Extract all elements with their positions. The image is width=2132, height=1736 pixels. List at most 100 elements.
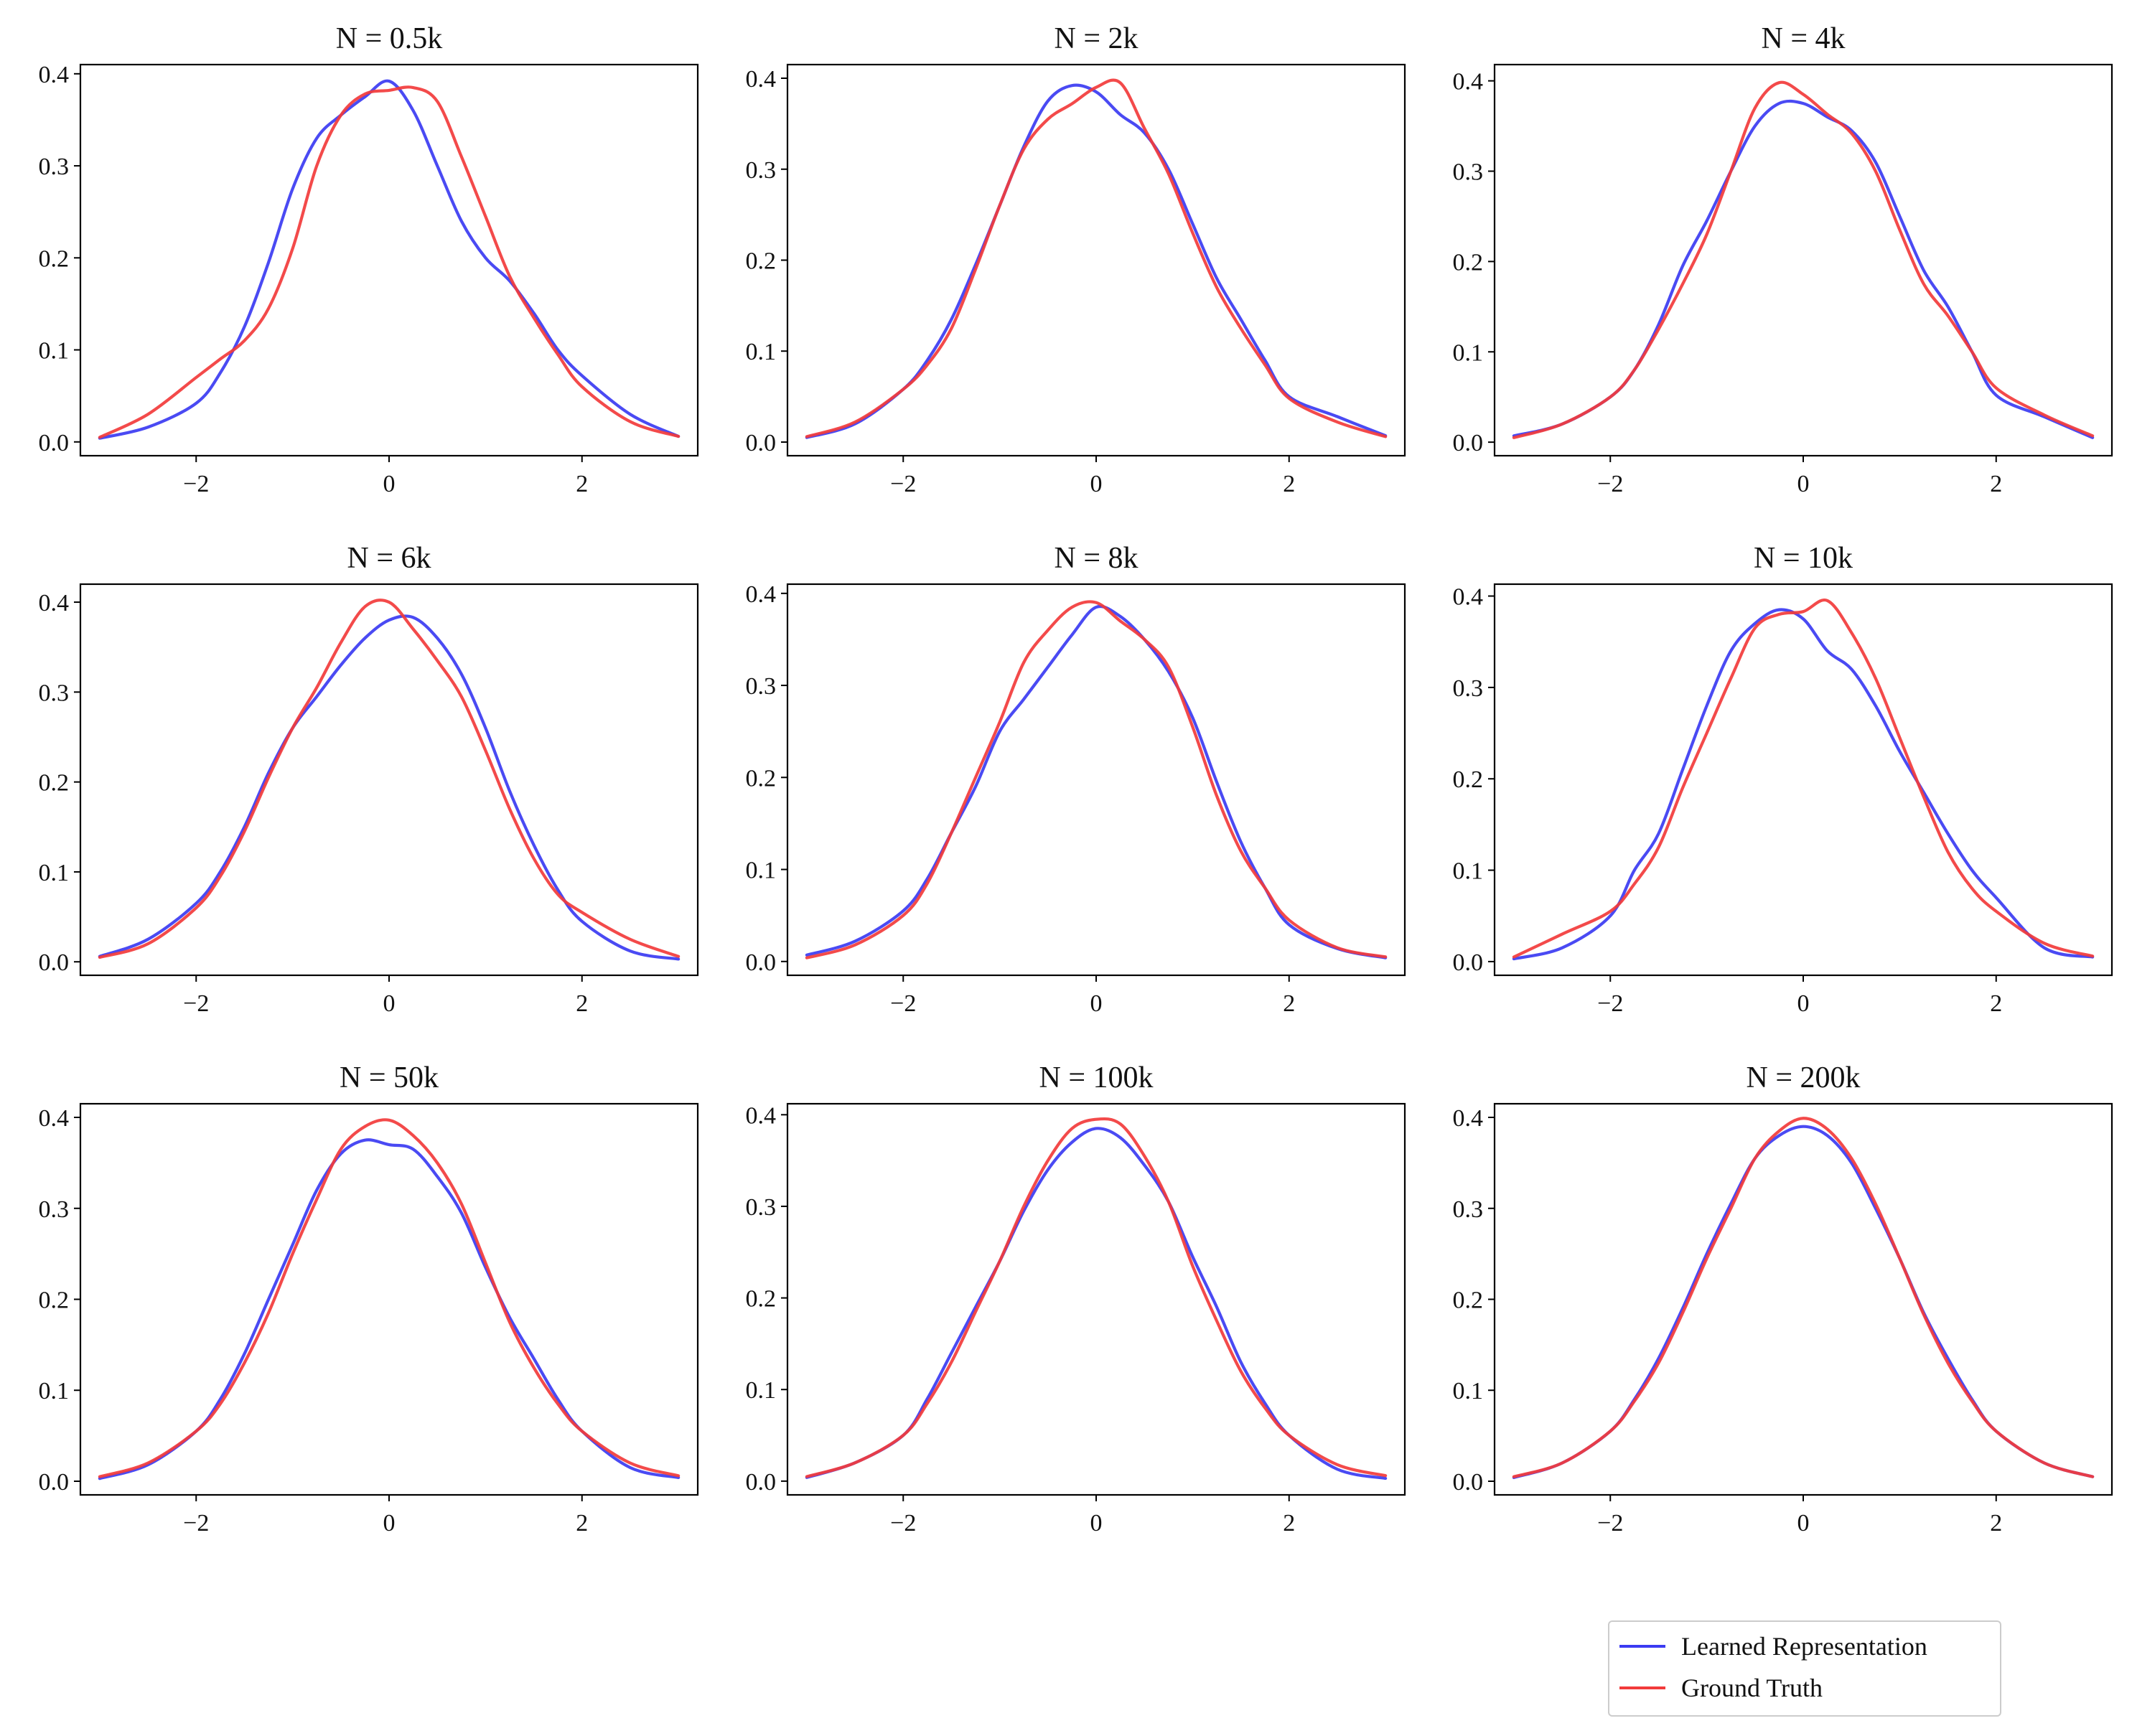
subplot-2: N = 2k 0.0 0.1 0.2 0.3 0.4 −2 0 2	[746, 22, 1406, 497]
y-tick-label: 0.2	[1453, 249, 1484, 276]
axes-frame	[79, 1102, 699, 1496]
y-tick-label: 0.3	[746, 673, 777, 700]
axes-frame	[786, 1102, 1406, 1496]
y-tick-label: 0.3	[39, 154, 70, 180]
y-tick-label: 0.2	[1453, 1287, 1484, 1314]
y-tick-label: 0.3	[39, 1196, 70, 1223]
y-tick-label: 0.1	[746, 1377, 777, 1404]
y-tick-label: 0.1	[746, 858, 777, 884]
subplot-title: N = 8k	[1054, 542, 1138, 575]
ground-truth-line	[1512, 598, 2095, 959]
legend-swatch-learned	[1619, 1645, 1665, 1648]
learned-representation-line	[1512, 1125, 2095, 1480]
legend-label-truth: Ground Truth	[1681, 1674, 1823, 1702]
y-tick-label: 0.4	[39, 590, 70, 616]
y-tick-label: 0.4	[1453, 1105, 1484, 1132]
legend-swatch-truth	[1619, 1686, 1665, 1689]
ground-truth-line	[98, 85, 681, 439]
y-tick-label: 0.4	[1453, 69, 1484, 95]
y-tick-label: 0.0	[746, 430, 777, 456]
axes-frame	[79, 583, 699, 977]
y-tick-label: 0.2	[746, 248, 777, 275]
x-tick-label: −2	[183, 1510, 209, 1536]
y-tick-label: 0.2	[1453, 766, 1484, 793]
y-tick-label: 0.1	[1453, 1378, 1484, 1404]
x-tick-label: 0	[1090, 471, 1103, 497]
ground-truth-line	[98, 599, 681, 960]
y-tick-label: 0.0	[1453, 949, 1484, 976]
x-tick-label: 0	[383, 1510, 396, 1536]
legend-item-truth: Ground Truth	[1619, 1674, 1823, 1702]
y-tick-label: 0.3	[1453, 159, 1484, 186]
y-tick-label: 0.2	[39, 245, 70, 272]
subplot-title: N = 6k	[347, 542, 431, 575]
subplot-1: N = 0.5k 0.0 0.1 0.2 0.3 0.4 −2 0 2	[39, 22, 699, 497]
y-tick-label: 0.0	[746, 1469, 777, 1496]
x-tick-label: 0	[1090, 990, 1103, 1017]
x-tick-label: 0	[1797, 990, 1810, 1017]
ground-truth-line	[1512, 80, 2095, 439]
x-tick-label: 0	[1090, 1510, 1103, 1536]
y-tick-label: 0.4	[39, 1105, 70, 1132]
y-tick-label: 0.1	[39, 338, 70, 365]
y-tick-label: 0.1	[39, 1378, 70, 1404]
y-tick-label: 0.1	[1453, 339, 1484, 366]
ground-truth-line	[805, 78, 1388, 438]
x-tick-label: 2	[1990, 990, 2002, 1017]
axes-frame	[1493, 63, 2113, 457]
x-tick-label: −2	[183, 471, 209, 497]
learned-representation-line	[1512, 99, 2095, 439]
axes-frame	[1493, 583, 2113, 977]
y-tick-label: 0.2	[39, 1287, 70, 1314]
x-tick-label: 2	[1283, 990, 1295, 1017]
subplot-7: N = 50k 0.0 0.1 0.2 0.3 0.4 −2 0 2	[39, 1061, 699, 1536]
y-tick-label: 0.4	[39, 62, 70, 88]
x-tick-label: 0	[1797, 471, 1810, 497]
x-tick-label: −2	[1597, 1510, 1623, 1536]
subplot-title: N = 10k	[1754, 542, 1853, 575]
subplot-8: N = 100k 0.0 0.1 0.2 0.3 0.4 −2 0 2	[746, 1061, 1406, 1536]
y-tick-label: 0.0	[39, 949, 70, 976]
legend: Learned Representation Ground Truth	[1608, 1620, 2001, 1717]
subplot-4: N = 6k 0.0 0.1 0.2 0.3 0.4 −2 0 2	[39, 542, 699, 1017]
subplot-title: N = 0.5k	[336, 22, 443, 55]
subplot-title: N = 200k	[1746, 1061, 1860, 1094]
y-tick-label: 0.1	[39, 860, 70, 886]
y-tick-label: 0.0	[746, 949, 777, 976]
x-tick-label: 2	[576, 990, 588, 1017]
y-tick-label: 0.3	[1453, 1196, 1484, 1223]
ground-truth-line	[805, 1117, 1388, 1478]
y-tick-label: 0.0	[1453, 1469, 1484, 1496]
x-tick-label: 0	[383, 990, 396, 1017]
y-tick-label: 0.1	[1453, 858, 1484, 885]
y-tick-label: 0.4	[746, 581, 777, 608]
y-tick-label: 0.0	[39, 430, 70, 456]
y-tick-label: 0.2	[746, 1286, 777, 1313]
learned-representation-line	[805, 83, 1388, 439]
y-tick-label: 0.3	[39, 680, 70, 706]
subplot-title: N = 100k	[1039, 1061, 1153, 1094]
learned-representation-line	[98, 79, 681, 440]
ground-truth-line	[805, 600, 1388, 960]
learned-representation-line	[98, 1138, 681, 1481]
y-tick-label: 0.1	[746, 339, 777, 365]
x-tick-label: 2	[576, 471, 588, 497]
y-tick-label: 0.0	[39, 1469, 70, 1496]
subplot-5: N = 8k 0.0 0.1 0.2 0.3 0.4 −2 0 2	[746, 542, 1406, 1017]
x-tick-label: 0	[383, 471, 396, 497]
subplot-6: N = 10k 0.0 0.1 0.2 0.3 0.4 −2 0 2	[1453, 542, 2113, 1017]
x-tick-label: 2	[1990, 1510, 2002, 1536]
y-tick-label: 0.3	[746, 157, 777, 184]
x-tick-label: −2	[1597, 990, 1623, 1017]
learned-representation-line	[805, 1127, 1388, 1481]
y-tick-label: 0.3	[746, 1194, 777, 1221]
y-tick-label: 0.2	[746, 765, 777, 792]
subplot-title: N = 50k	[340, 1061, 439, 1094]
learned-representation-line	[98, 614, 681, 961]
x-tick-label: 2	[1283, 471, 1295, 497]
axes-frame	[786, 63, 1406, 457]
legend-item-learned: Learned Representation	[1619, 1632, 1927, 1661]
ground-truth-line	[1512, 1117, 2095, 1478]
x-tick-label: −2	[890, 1510, 916, 1536]
